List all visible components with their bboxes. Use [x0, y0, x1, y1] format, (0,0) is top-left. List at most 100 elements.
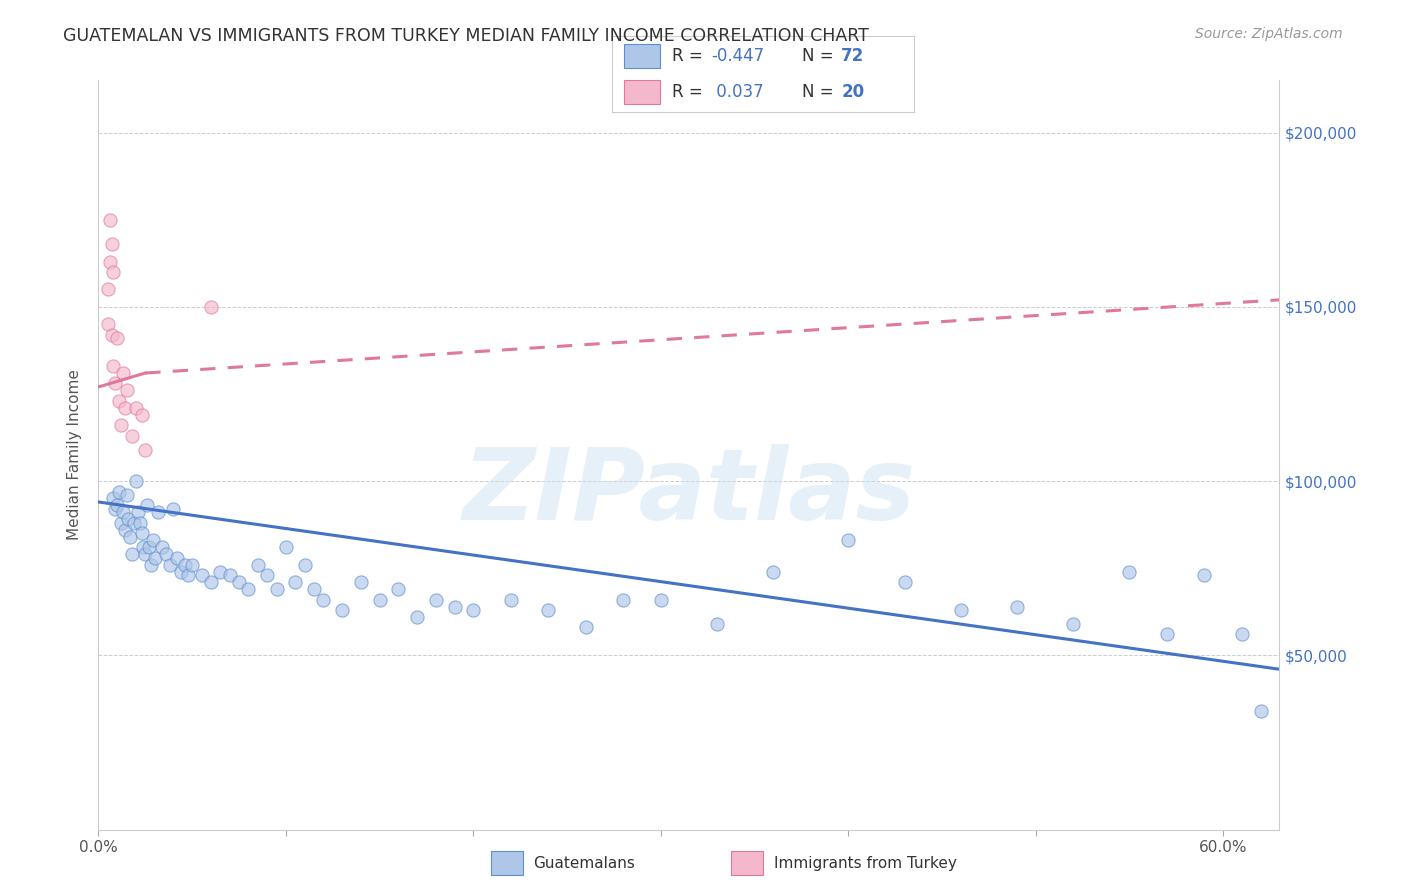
Point: [575, 620, 598, 634]
Point: [706, 616, 728, 631]
FancyBboxPatch shape: [731, 851, 763, 875]
Point: [350, 575, 373, 590]
Text: Source: ZipAtlas.com: Source: ZipAtlas.com: [1195, 27, 1343, 41]
Point: [110, 418, 132, 433]
Point: [209, 565, 232, 579]
Point: [238, 582, 260, 596]
Point: [134, 442, 156, 457]
Point: [170, 565, 193, 579]
Text: 20: 20: [841, 83, 865, 101]
Point: [1118, 565, 1140, 579]
Point: [100, 237, 122, 252]
Text: Guatemalans: Guatemalans: [533, 855, 636, 871]
Text: GUATEMALAN VS IMMIGRANTS FROM TURKEY MEDIAN FAMILY INCOME CORRELATION CHART: GUATEMALAN VS IMMIGRANTS FROM TURKEY MED…: [63, 27, 869, 45]
Point: [537, 603, 560, 617]
Point: [139, 558, 162, 572]
Point: [443, 599, 465, 614]
Point: [228, 575, 250, 590]
Point: [114, 401, 136, 415]
Point: [103, 491, 125, 506]
Point: [125, 474, 148, 488]
Point: [120, 530, 142, 544]
Text: 72: 72: [841, 47, 865, 65]
Point: [134, 547, 156, 561]
Point: [200, 300, 222, 314]
Point: [1062, 616, 1084, 631]
Point: [108, 393, 131, 408]
Point: [425, 592, 447, 607]
Point: [131, 526, 153, 541]
Point: [138, 541, 160, 555]
Point: [330, 603, 353, 617]
Point: [246, 558, 269, 572]
Point: [1156, 627, 1178, 641]
Point: [104, 376, 127, 391]
Point: [110, 516, 132, 530]
Point: [159, 558, 181, 572]
FancyBboxPatch shape: [491, 851, 523, 875]
Point: [256, 568, 278, 582]
Point: [200, 575, 222, 590]
Point: [136, 499, 159, 513]
Point: [949, 603, 972, 617]
Point: [121, 429, 143, 443]
Point: [128, 516, 150, 530]
Point: [103, 359, 125, 373]
Point: [387, 582, 409, 596]
Text: R =: R =: [672, 83, 709, 101]
Text: Immigrants from Turkey: Immigrants from Turkey: [773, 855, 956, 871]
Point: [97, 282, 120, 296]
Point: [98, 254, 121, 268]
FancyBboxPatch shape: [624, 44, 659, 69]
Point: [368, 592, 391, 607]
Point: [294, 558, 316, 572]
Point: [117, 512, 139, 526]
Point: [1230, 627, 1253, 641]
Point: [893, 575, 915, 590]
Point: [302, 582, 325, 596]
Point: [499, 592, 522, 607]
Point: [114, 523, 136, 537]
Point: [131, 408, 153, 422]
Point: [111, 505, 134, 519]
Text: 0.037: 0.037: [711, 83, 763, 101]
Point: [190, 568, 212, 582]
Text: N =: N =: [801, 83, 839, 101]
Point: [762, 565, 785, 579]
Point: [100, 327, 122, 342]
Point: [612, 592, 634, 607]
Point: [142, 533, 165, 548]
Point: [181, 558, 204, 572]
Point: [218, 568, 240, 582]
Point: [111, 366, 134, 380]
Point: [121, 547, 143, 561]
Text: ZIPatlas: ZIPatlas: [463, 444, 915, 541]
Point: [463, 603, 485, 617]
Point: [284, 575, 307, 590]
Point: [166, 550, 188, 565]
Point: [105, 499, 128, 513]
Point: [266, 582, 288, 596]
Point: [125, 401, 148, 415]
Point: [406, 610, 429, 624]
Point: [837, 533, 859, 548]
Point: [132, 541, 155, 555]
Point: [122, 516, 145, 530]
Point: [103, 265, 125, 279]
Point: [115, 488, 138, 502]
Point: [173, 558, 195, 572]
Point: [1250, 704, 1272, 718]
Point: [1005, 599, 1028, 614]
Point: [148, 505, 170, 519]
Text: -0.447: -0.447: [711, 47, 765, 65]
Point: [650, 592, 672, 607]
Point: [108, 484, 131, 499]
Point: [115, 384, 138, 398]
Point: [105, 331, 128, 345]
Point: [312, 592, 335, 607]
Point: [98, 212, 121, 227]
Text: R =: R =: [672, 47, 709, 65]
Point: [177, 568, 200, 582]
Point: [274, 541, 297, 555]
FancyBboxPatch shape: [624, 79, 659, 104]
